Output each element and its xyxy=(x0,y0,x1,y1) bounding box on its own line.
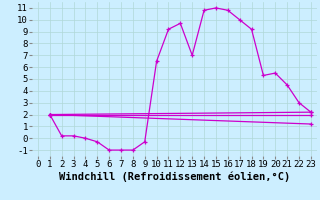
X-axis label: Windchill (Refroidissement éolien,°C): Windchill (Refroidissement éolien,°C) xyxy=(59,172,290,182)
